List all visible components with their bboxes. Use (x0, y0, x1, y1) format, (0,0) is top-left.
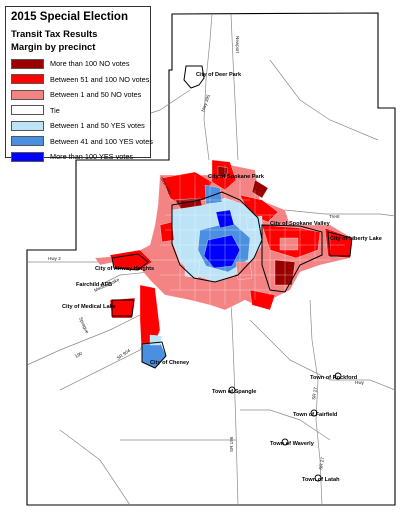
precinct-tile-2 (235, 261, 253, 281)
legend-label: Tie (50, 105, 60, 115)
legend-label: More than 100 NO votes (50, 59, 130, 69)
road-west-south (59, 429, 131, 506)
legend-label: Between 41 and 100 YES votes (50, 136, 153, 146)
label-spangle: Town of Spangle (212, 389, 256, 395)
legend-item: Between 1 and 50 YES votes (11, 118, 145, 134)
precinct-tile-1 (184, 261, 201, 279)
label-fairchild: Fairchild AFB (76, 282, 112, 288)
boundary-cheney (141, 341, 167, 369)
legend-swatch (11, 151, 44, 162)
road-south-east (249, 319, 396, 391)
legend-subtitle-2: Margin by precinct (11, 42, 96, 53)
label-airway-heights: City of Airway Heights (95, 266, 154, 272)
label-medical-lake: City of Medical Lake (62, 304, 116, 310)
town-marker-rockford (334, 372, 342, 380)
label-rockford: Town of Rockford (310, 375, 358, 381)
boundary-airway-heights (111, 253, 149, 271)
road-label-sr-195: SR 195 (229, 436, 234, 452)
road-sr-27 (309, 299, 323, 506)
legend-items: More than 100 NO votes Between 51 and 100… (11, 56, 153, 165)
precinct-grid-lines (150, 165, 345, 305)
road-newport (230, 13, 239, 161)
city-boundaries (111, 191, 353, 369)
label-latah: Town of Latah (302, 477, 340, 483)
legend-label: Between 51 and 100 NO votes (50, 74, 150, 84)
precinct-tile-3 (279, 237, 299, 251)
road-north-east (269, 59, 379, 141)
legend-item: Tie (11, 103, 145, 119)
label-liberty-lake: City of Liberty Lake (330, 236, 382, 242)
precinct-region-red-airway (109, 249, 153, 271)
precinct-deer-park (183, 65, 205, 89)
label-spokane-park: City of Spokane Park (208, 174, 265, 180)
precinct-tile-4 (159, 221, 175, 243)
label-deer-park: City of Deer Park (196, 72, 242, 78)
precinct-region-red-liberty (324, 227, 353, 259)
road-hwy-395-north (203, 13, 213, 161)
legend-item: Between 51 and 100 NO votes (11, 72, 149, 88)
boundary-spokane (171, 191, 263, 283)
precinct-region-midblue-north (204, 184, 223, 205)
legend-item: More than 100 YES votes (11, 149, 145, 165)
precinct-region-red-south (249, 289, 276, 311)
road-label-sr-27: SR 27 (311, 386, 318, 400)
legend-item: More than 100 NO votes (11, 56, 145, 72)
precinct-region-darkred-ne (251, 179, 269, 199)
town-marker-latah (314, 474, 322, 482)
legend-title: 2015 Special Election (11, 11, 128, 23)
road-label-trent: Trent (329, 214, 340, 219)
boundary-spokane-valley (261, 224, 323, 293)
legend: 2015 Special Election Transit Tax Result… (5, 6, 153, 162)
precinct-region-darkred-n (217, 165, 229, 179)
boundary-medical-lake (111, 299, 135, 317)
town-marker-waverly (281, 438, 289, 446)
road-label-hwy-395-north: Hwy 395 (200, 93, 211, 112)
legend-swatch (11, 74, 44, 85)
legend-swatch (11, 58, 44, 69)
label-fairfield: Town of Fairfield (293, 412, 338, 418)
legend-swatch (11, 105, 44, 116)
road-trent (284, 209, 396, 217)
road-sr-195 (229, 289, 239, 506)
road-south-mid (240, 409, 331, 441)
legend-item: Between 41 and 100 YES votes (11, 134, 153, 150)
legend-item: Between 1 and 50 NO votes (11, 87, 145, 103)
road-i-90 (26, 309, 151, 366)
metro-precincts (94, 159, 353, 369)
legend-swatch (11, 120, 44, 131)
road-label-newport: Newport (235, 36, 240, 54)
label-cheney: City of Cheney (150, 360, 190, 366)
town-marker-spangle (228, 386, 236, 394)
precinct-region-red-medlake (109, 297, 136, 319)
legend-label: More than 100 YES votes (50, 152, 134, 162)
town-markers (228, 372, 342, 482)
label-spokane-valley: City of Spokane Valley (270, 221, 331, 227)
label-waverly: Town of Waverly (270, 441, 315, 447)
legend-swatch (11, 89, 44, 100)
road-label-hwy-2: Hwy 2 (48, 256, 61, 261)
road-label-sr-27b: SR 27 (318, 456, 325, 470)
town-marker-fairfield (310, 409, 318, 417)
legend-label: Between 1 and 50 NO votes (50, 90, 142, 100)
legend-swatch (11, 136, 44, 147)
legend-subtitle-1: Transit Tax Results (11, 29, 98, 40)
legend-label: Between 1 and 50 YES votes (50, 121, 145, 131)
road-label-i-90: 190 (74, 350, 84, 358)
boundary-liberty-lake (327, 231, 353, 257)
road-label-hwy: Hwy (355, 380, 365, 385)
precinct-region-blue-downtown (203, 234, 241, 269)
